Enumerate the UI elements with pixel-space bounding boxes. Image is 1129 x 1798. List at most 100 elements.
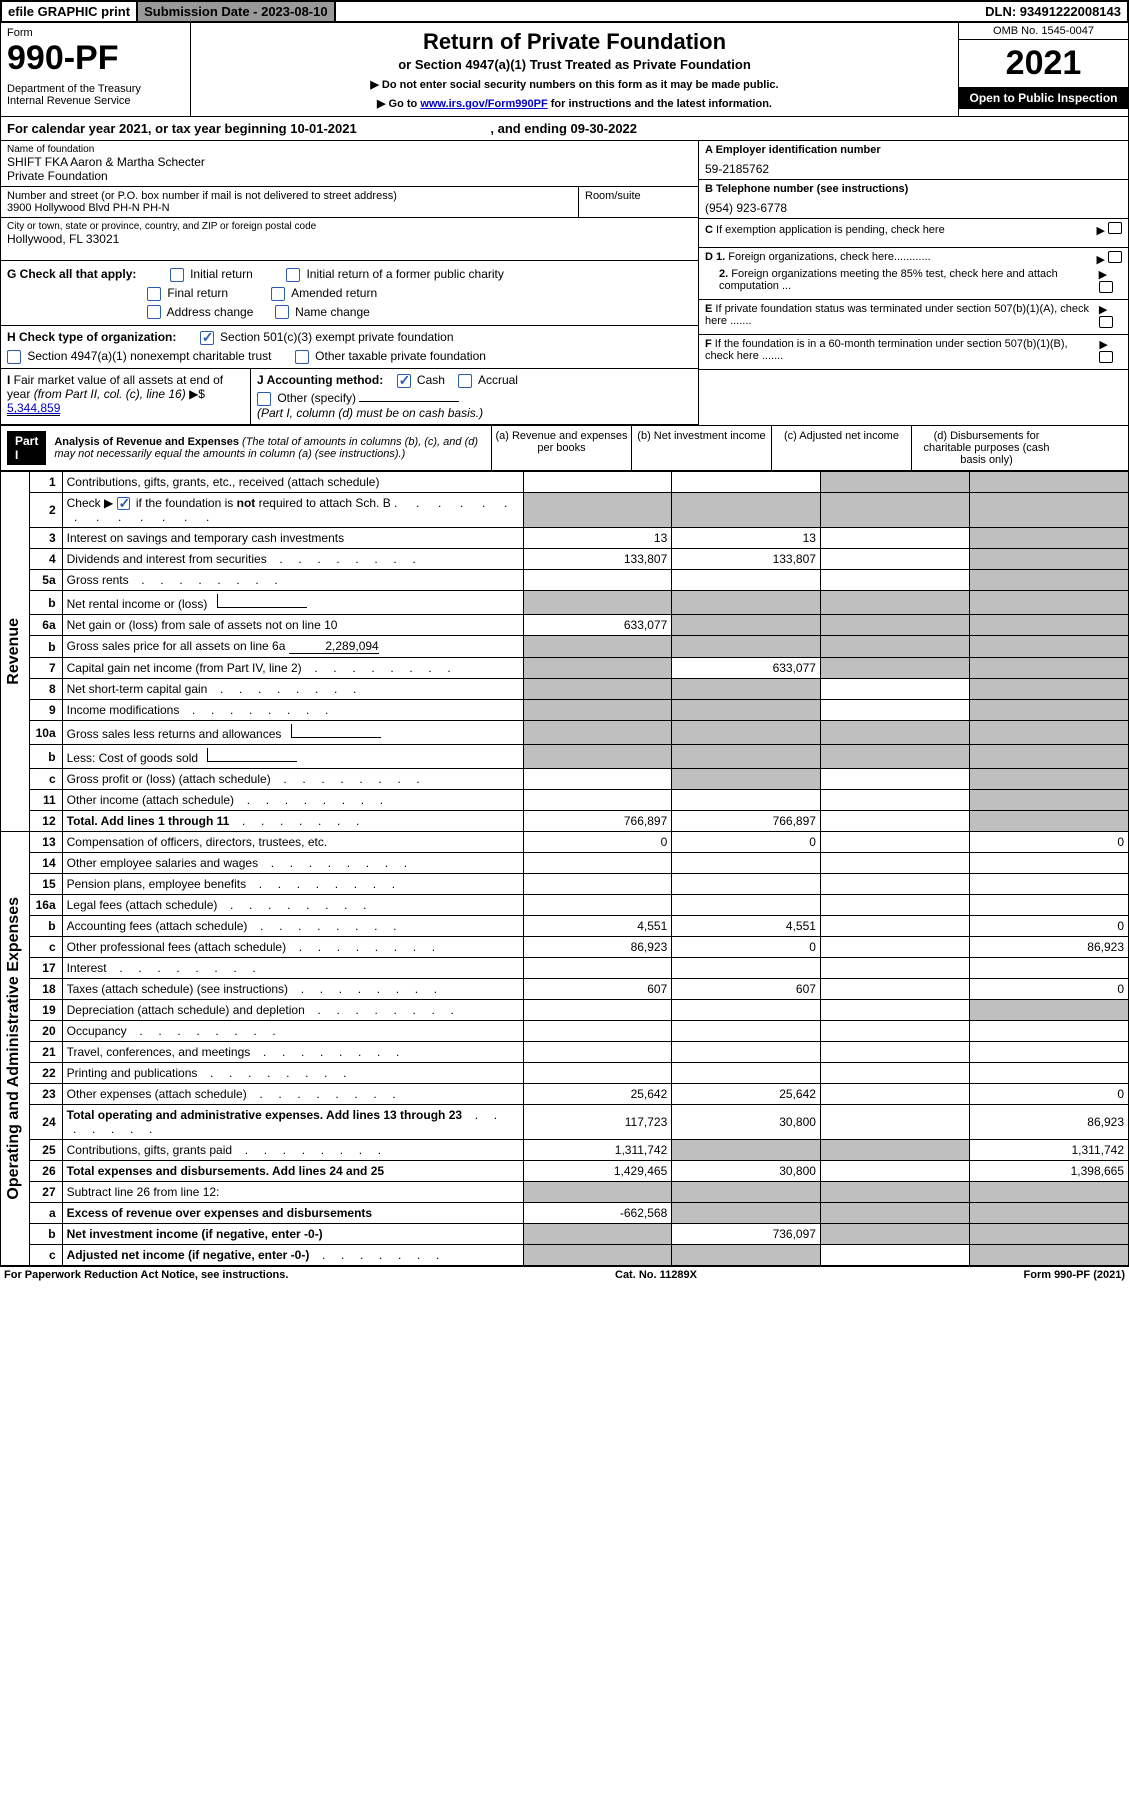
amount-cell (672, 874, 821, 895)
line-description: Gross sales less returns and allowances (62, 721, 523, 745)
table-row: cOther professional fees (attach schedul… (1, 937, 1129, 958)
line-number: c (29, 769, 62, 790)
section-c: C If exemption application is pending, c… (699, 219, 1128, 248)
amount-cell (820, 549, 969, 570)
amount-cell (523, 1224, 672, 1245)
amount-cell: 1,398,665 (969, 1161, 1128, 1182)
amount-cell (969, 1021, 1128, 1042)
submission-date: Submission Date - 2023-08-10 (138, 2, 336, 21)
amount-cell (820, 700, 969, 721)
amount-cell: 86,923 (523, 937, 672, 958)
line-number: 2 (29, 492, 62, 527)
4947-checkbox[interactable] (7, 350, 21, 364)
501c3-checkbox[interactable] (200, 331, 214, 345)
form990pf-link[interactable]: www.irs.gov/Form990PF (420, 98, 547, 110)
amount-cell (523, 591, 672, 615)
line-description: Interest . . . . . . . . (62, 958, 523, 979)
amount-cell (672, 615, 821, 636)
amount-cell: 607 (672, 979, 821, 1000)
initial-former-checkbox[interactable] (286, 268, 300, 282)
amount-cell: 0 (672, 937, 821, 958)
section-e: E If private foundation status was termi… (699, 300, 1128, 335)
address-change-checkbox[interactable] (147, 305, 161, 319)
amount-cell (820, 937, 969, 958)
amount-cell (969, 615, 1128, 636)
table-row: 22Printing and publications . . . . . . … (1, 1063, 1129, 1084)
section-e-checkbox[interactable] (1099, 316, 1113, 328)
address-cell: Number and street (or P.O. box number if… (1, 187, 578, 217)
amount-cell: 0 (969, 832, 1128, 853)
amount-cell (523, 895, 672, 916)
cash-checkbox[interactable] (397, 374, 411, 388)
line-number: 3 (29, 528, 62, 549)
amount-cell (820, 1203, 969, 1224)
amount-cell: 1,429,465 (523, 1161, 672, 1182)
table-row: 4Dividends and interest from securities … (1, 549, 1129, 570)
amount-cell (820, 769, 969, 790)
table-row: bGross sales price for all assets on lin… (1, 636, 1129, 658)
d1-checkbox[interactable] (1108, 251, 1122, 263)
amount-cell (523, 1245, 672, 1266)
section-f-checkbox[interactable] (1099, 351, 1113, 363)
amount-cell (969, 1203, 1128, 1224)
amount-cell (672, 1140, 821, 1161)
amount-cell (672, 1000, 821, 1021)
line-number: b (29, 1224, 62, 1245)
col-b-header: (b) Net investment income (631, 426, 771, 470)
table-row: Operating and Administrative Expenses13C… (1, 832, 1129, 853)
fmv-value[interactable]: 5,344,859 (7, 401, 60, 416)
line-number: c (29, 937, 62, 958)
amount-cell (820, 1042, 969, 1063)
amount-cell (969, 492, 1128, 527)
line-number: 16a (29, 895, 62, 916)
amended-return-checkbox[interactable] (271, 287, 285, 301)
amount-cell (672, 958, 821, 979)
amount-cell (969, 658, 1128, 679)
section-d: D 1. Foreign organizations, check here..… (699, 248, 1128, 300)
final-return-checkbox[interactable] (147, 287, 161, 301)
line-description: Less: Cost of goods sold (62, 745, 523, 769)
ein-cell: A Employer identification number 59-2185… (699, 141, 1128, 180)
amount-cell (969, 700, 1128, 721)
line-number: 8 (29, 679, 62, 700)
amount-cell: 0 (969, 916, 1128, 937)
amount-cell (820, 658, 969, 679)
amount-cell (672, 636, 821, 658)
other-method-checkbox[interactable] (257, 392, 271, 406)
amount-cell (969, 1063, 1128, 1084)
amount-cell (523, 790, 672, 811)
form-note-2: ▶ Go to www.irs.gov/Form990PF for instru… (197, 97, 952, 110)
amount-cell (969, 1042, 1128, 1063)
amount-cell (820, 492, 969, 527)
amount-cell: 0 (672, 832, 821, 853)
line-number: 27 (29, 1182, 62, 1203)
table-row: cGross profit or (loss) (attach schedule… (1, 769, 1129, 790)
line-number: 6a (29, 615, 62, 636)
d2-checkbox[interactable] (1099, 281, 1113, 293)
line-number: 17 (29, 958, 62, 979)
name-change-checkbox[interactable] (275, 305, 289, 319)
line-number: b (29, 916, 62, 937)
section-c-checkbox[interactable] (1108, 222, 1122, 234)
cat-no: Cat. No. 11289X (615, 1269, 697, 1281)
amount-cell (969, 721, 1128, 745)
amount-cell (820, 471, 969, 492)
line-number: 25 (29, 1140, 62, 1161)
line-description: Accounting fees (attach schedule) . . . … (62, 916, 523, 937)
header-left: Form 990-PF Department of the Treasury I… (1, 23, 191, 116)
line-number: 11 (29, 790, 62, 811)
line-description: Pension plans, employee benefits . . . .… (62, 874, 523, 895)
accrual-checkbox[interactable] (458, 374, 472, 388)
amount-cell (820, 1000, 969, 1021)
line-description: Other professional fees (attach schedule… (62, 937, 523, 958)
amount-cell: 25,642 (672, 1084, 821, 1105)
line-number: 1 (29, 471, 62, 492)
amount-cell (523, 636, 672, 658)
amount-cell (523, 658, 672, 679)
col-a-header: (a) Revenue and expenses per books (491, 426, 631, 470)
initial-return-checkbox[interactable] (170, 268, 184, 282)
form-note-1: ▶ Do not enter social security numbers o… (197, 78, 952, 91)
amount-cell (523, 471, 672, 492)
amount-cell (969, 790, 1128, 811)
other-taxable-checkbox[interactable] (295, 350, 309, 364)
